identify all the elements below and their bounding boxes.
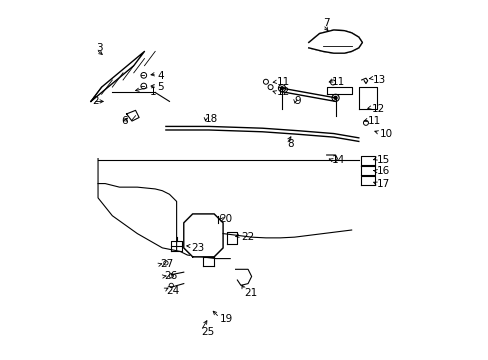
Text: 2: 2 xyxy=(93,96,99,107)
Text: 7: 7 xyxy=(323,18,329,28)
Polygon shape xyxy=(308,30,362,53)
Text: 24: 24 xyxy=(165,286,179,296)
Circle shape xyxy=(333,96,336,99)
Text: 14: 14 xyxy=(331,156,345,165)
Text: 9: 9 xyxy=(294,96,301,107)
Text: 21: 21 xyxy=(244,288,257,297)
Text: 12: 12 xyxy=(370,104,384,113)
Text: 13: 13 xyxy=(372,75,386,85)
Text: 16: 16 xyxy=(376,166,389,176)
Text: 27: 27 xyxy=(160,259,173,269)
Text: 10: 10 xyxy=(380,129,392,139)
Text: 19: 19 xyxy=(219,314,232,324)
Text: 26: 26 xyxy=(164,271,177,282)
Text: 23: 23 xyxy=(190,243,204,253)
Text: 5: 5 xyxy=(157,82,163,92)
Circle shape xyxy=(280,87,283,90)
Text: 20: 20 xyxy=(219,214,232,224)
Text: 15: 15 xyxy=(376,156,389,165)
Text: 18: 18 xyxy=(205,114,218,124)
Text: 8: 8 xyxy=(287,139,293,149)
Text: 3: 3 xyxy=(96,43,102,53)
Text: 11: 11 xyxy=(331,77,345,87)
Text: 11: 11 xyxy=(276,77,289,87)
Text: 11: 11 xyxy=(367,116,380,126)
Text: 1: 1 xyxy=(149,87,156,98)
Text: 25: 25 xyxy=(201,327,214,337)
Text: 17: 17 xyxy=(376,179,389,189)
Polygon shape xyxy=(183,214,223,257)
Text: 12: 12 xyxy=(276,87,289,98)
Text: 22: 22 xyxy=(241,232,254,242)
Text: 4: 4 xyxy=(157,71,163,81)
Text: 6: 6 xyxy=(121,116,128,126)
